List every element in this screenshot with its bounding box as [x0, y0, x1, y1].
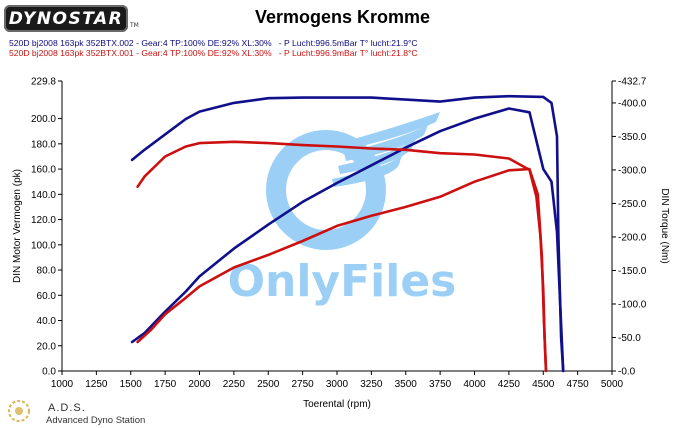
- footer-brand: A.D.S.: [48, 402, 86, 414]
- watermark-ring-icon: [266, 130, 386, 250]
- series-line-2-power: [130, 107, 565, 373]
- watermark-wing-icon: [338, 138, 416, 174]
- x-tick-label: 3750: [429, 379, 452, 390]
- x-tick-label: 3250: [360, 379, 383, 390]
- chart-title: Vermogens Kromme: [254, 7, 431, 27]
- x-tick-label: 4750: [567, 379, 590, 390]
- y-tick-label: 100.0: [31, 240, 56, 251]
- series-line-4-power: [136, 167, 548, 373]
- watermark-wing-icon: [350, 112, 440, 148]
- x-tick-label: 5000: [601, 379, 624, 390]
- y2-tick-label: -0.0: [618, 367, 636, 378]
- watermark-wing-icon: [344, 125, 428, 161]
- x-tick-label: 4500: [532, 379, 555, 390]
- y-tick-label: 120.0: [31, 215, 56, 226]
- x-tick-label: 3500: [395, 379, 418, 390]
- x-tick-label: 1000: [51, 379, 74, 390]
- x-tick-label: 3000: [326, 379, 349, 390]
- logo-trademark: TM: [130, 22, 139, 29]
- y2-tick-label: -200.0: [618, 232, 647, 243]
- y-tick-label: 60.0: [37, 291, 57, 302]
- x-tick-label: 4250: [498, 379, 521, 390]
- logo-text: DYNOSTAR: [8, 9, 124, 29]
- y2-tick-label: -432.7: [618, 77, 647, 88]
- y2-tick-label: -250.0: [618, 199, 647, 210]
- y-tick-label: 80.0: [37, 266, 57, 277]
- y2-tick-label: -100.0: [618, 299, 647, 310]
- y-tick-label: 200.0: [31, 114, 56, 125]
- y-tick-label: 40.0: [37, 316, 57, 327]
- y-tick-label: 0.0: [42, 367, 56, 378]
- footer-subtitle: Advanced Dyno Station: [46, 415, 146, 426]
- y-tick-label: 229.8: [31, 77, 56, 88]
- watermark-text: OnlyFiles: [228, 256, 457, 307]
- y-axis-label: DIN Motor Vermogen (pk): [12, 169, 23, 283]
- ads-logo-icon: [8, 400, 30, 422]
- x-tick-label: 2500: [257, 379, 280, 390]
- y2-tick-label: -50.0: [618, 333, 641, 344]
- y2-tick-label: -400.0: [618, 98, 647, 109]
- y-tick-label: 140.0: [31, 190, 56, 201]
- x-tick-label: 1500: [120, 379, 143, 390]
- run-label-2: 520D bj2008 163pk 352BTX.001 - Gear:4 TP…: [9, 48, 418, 58]
- watermark-wing-icon: [332, 151, 404, 187]
- x-axis-label: Toerental (rpm): [303, 399, 371, 410]
- x-tick-label: 4000: [463, 379, 486, 390]
- y2-axis-label: DIN Torque (Nm): [659, 188, 670, 263]
- y-tick-label: 160.0: [31, 165, 56, 176]
- y2-tick-label: -350.0: [618, 132, 647, 143]
- x-tick-label: 1250: [85, 379, 108, 390]
- y2-tick-label: -150.0: [618, 266, 647, 277]
- watermark: OnlyFiles: [228, 112, 457, 307]
- dynostar-logo: DYNOSTAR: [4, 5, 128, 32]
- y-tick-label: 180.0: [31, 139, 56, 150]
- run-label-1: 520D bj2008 163pk 352BTX.002 - Gear:4 TP…: [9, 38, 418, 48]
- series-line-1-torque: [130, 94, 565, 373]
- x-tick-label: 2250: [223, 379, 246, 390]
- x-tick-label: 2000: [188, 379, 211, 390]
- y-tick-label: 20.0: [37, 341, 57, 352]
- x-tick-label: 2750: [292, 379, 315, 390]
- x-tick-label: 1750: [154, 379, 177, 390]
- y2-tick-label: -300.0: [618, 165, 647, 176]
